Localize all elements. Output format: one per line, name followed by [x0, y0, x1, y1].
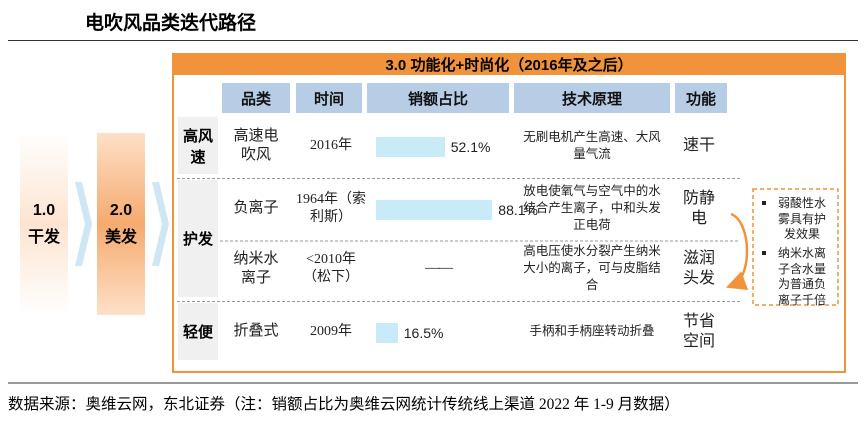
note-bullet [762, 201, 766, 205]
principle: 放电使氧气与空气中的水结合产生离子，中和头发正电荷 [523, 184, 661, 232]
title-rule [8, 40, 858, 41]
stage-box [97, 133, 145, 315]
note: 弱酸性水雾具有护发效果 [777, 196, 826, 242]
share-label: 88.1% [498, 202, 538, 218]
group-label: 护发 [178, 180, 218, 297]
category: 折叠式 [233, 323, 279, 340]
panel-title: 3.0 功能化+时尚化（2016年及之后） [385, 57, 633, 74]
column-header: 销额占比 [367, 83, 509, 113]
note: 纳米水离子含水量为普通负离子千倍 [777, 246, 826, 307]
principle: 高电压使水分裂产生纳米大小的离子，可与皮脂结合 [523, 244, 661, 292]
function: 速干 [682, 136, 715, 154]
time: <2010年（松下） [303, 252, 359, 285]
category: 纳米水离子 [233, 250, 279, 286]
function: 节省空间 [682, 312, 715, 350]
note-box [752, 188, 839, 306]
stage-version: 1.0 [32, 202, 56, 219]
share-bar [376, 323, 398, 343]
curved-arrow [725, 212, 749, 291]
function: 滋润头发 [682, 249, 715, 287]
column-header: 品类 [222, 83, 290, 113]
time: 1964年（索利斯） [296, 192, 366, 225]
title: 电吹风品类迭代路径 [85, 13, 257, 34]
column-header: 技术原理 [514, 83, 670, 113]
principle: 无刷电机产生高速、大风量气流 [523, 129, 661, 161]
share-bar [376, 137, 445, 157]
share-bar [376, 200, 493, 220]
share-label: —— [425, 260, 453, 277]
stage-name: 干发 [27, 229, 60, 246]
panel-header [173, 54, 845, 75]
time: 2016年 [310, 137, 352, 153]
category: 高速电吹风 [233, 127, 279, 163]
principle: 手柄和手柄座转动折叠 [529, 324, 655, 339]
chevron [152, 182, 169, 266]
category: 负离子 [233, 200, 279, 217]
share-label: 52.1% [450, 139, 491, 155]
column-header: 功能 [675, 83, 727, 113]
source-note: 数据来源：奥维云网，东北证券（注：销额占比为奥维云网统计传统线上渠道 2022 … [8, 396, 680, 413]
stage-name: 美发 [104, 229, 137, 246]
stage-box [20, 133, 68, 315]
time: 2009年 [310, 323, 352, 339]
note-bullet [762, 251, 766, 255]
group-label: 高风速 [178, 117, 218, 174]
column-header: 时间 [296, 83, 362, 113]
function: 防静电 [682, 189, 715, 227]
share-label: 16.5% [403, 325, 444, 341]
stage-version: 2.0 [109, 202, 133, 219]
chevron [75, 182, 92, 266]
group-label: 轻便 [178, 303, 218, 360]
